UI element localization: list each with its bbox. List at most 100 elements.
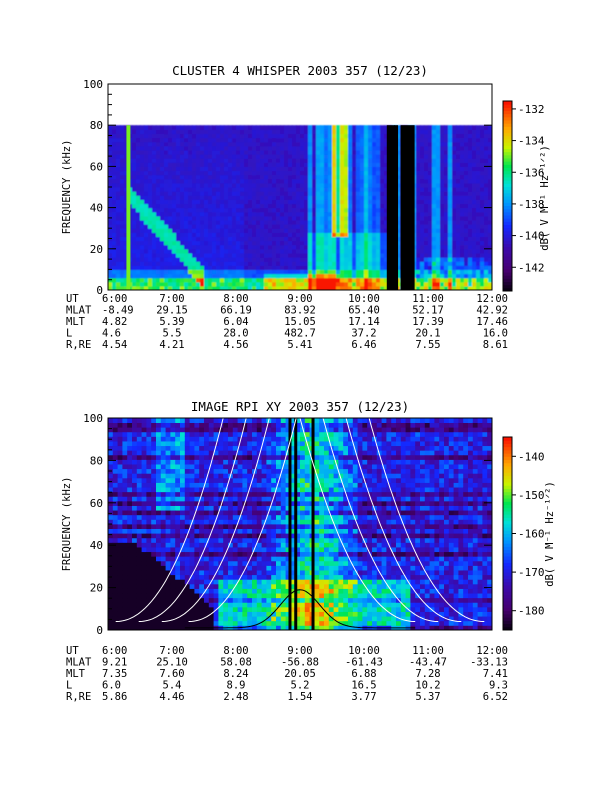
chart-1-cell	[452, 154, 457, 159]
chart-1-ephemeris-cell: 4.82	[102, 316, 127, 328]
chart-1-cell	[296, 170, 301, 176]
chart-1-cell	[208, 154, 213, 159]
chart-1-cell	[224, 277, 229, 283]
chart-1-cell	[200, 277, 205, 283]
chart-1-cell	[120, 281, 125, 287]
chart-1-cell	[216, 207, 221, 213]
chart-1-cell	[356, 129, 361, 135]
chart-1-cell	[300, 244, 305, 250]
chart-1-cell	[188, 133, 193, 139]
chart-2-cell	[160, 473, 166, 479]
chart-1-cell	[176, 252, 181, 258]
chart-1-cell	[184, 141, 189, 147]
chart-1-cell	[460, 257, 465, 262]
chart-1-cell	[364, 240, 369, 246]
chart-1-cell	[108, 145, 113, 151]
chart-1-cell	[420, 228, 425, 233]
chart-1-cell	[356, 265, 361, 270]
chart-1-cell	[260, 232, 265, 238]
chart-2-cell	[156, 602, 162, 608]
chart-1-cell	[256, 170, 261, 176]
chart-2-cell	[189, 514, 195, 520]
chart-1-cell	[112, 162, 117, 167]
chart-1-cell	[304, 129, 309, 135]
chart-1-cell	[356, 162, 361, 167]
chart-1-cell	[248, 149, 253, 155]
chart-1-cell	[360, 257, 365, 262]
chart-1-cell	[436, 224, 441, 229]
chart-1-cell	[192, 145, 197, 151]
chart-1-cell	[308, 248, 313, 254]
chart-1-cell	[440, 228, 445, 233]
chart-1-cell	[272, 162, 277, 167]
chart-1-cell	[160, 137, 165, 143]
chart-1-cell	[432, 145, 437, 151]
chart-2-cell	[189, 431, 195, 437]
chart-1-colorbar-swatch	[503, 151, 512, 156]
chart-1-cell	[344, 203, 349, 209]
chart-1-colorbar-swatch	[503, 113, 512, 118]
chart-2-cell	[189, 574, 195, 580]
chart-2-cell	[175, 422, 181, 428]
chart-1-cell	[184, 257, 189, 262]
chart-1-cell	[484, 141, 489, 147]
chart-1-cell	[444, 187, 449, 192]
chart-2-cell	[151, 436, 157, 442]
chart-1-cell	[344, 269, 349, 275]
chart-1-cell	[460, 265, 465, 270]
chart-1-cell	[284, 207, 289, 213]
chart-1-cell	[120, 133, 125, 139]
chart-1-cell	[488, 265, 492, 270]
chart-1-cell	[220, 203, 225, 209]
chart-1-cell	[352, 129, 357, 135]
chart-1-cell	[352, 191, 357, 196]
chart-1-cell	[436, 141, 441, 147]
chart-1-cell	[136, 195, 141, 200]
chart-1-cell	[360, 166, 365, 172]
chart-1-cell	[452, 158, 457, 163]
chart-1-cell	[452, 182, 457, 188]
chart-2-cell	[175, 565, 181, 571]
chart-2-cell	[170, 436, 176, 442]
chart-1-cell	[444, 244, 449, 250]
chart-1-cell	[476, 232, 481, 238]
chart-1-cell	[152, 162, 157, 167]
chart-1-cell	[472, 215, 477, 221]
chart-1-cell	[320, 166, 325, 172]
chart-1-cell	[112, 154, 117, 159]
chart-1-cell	[344, 125, 349, 130]
chart-2-cell	[160, 565, 166, 571]
chart-2-cell	[204, 510, 210, 516]
chart-1-cell	[360, 199, 365, 205]
chart-1-cell	[124, 248, 129, 254]
chart-2-cell	[156, 431, 162, 437]
chart-1-cell	[448, 215, 453, 221]
chart-1-cell	[244, 199, 249, 205]
chart-1-cell	[396, 281, 401, 287]
chart-1-cell	[252, 240, 257, 246]
chart-1-cell	[244, 145, 249, 151]
chart-2-cell	[151, 473, 157, 479]
chart-1-cell	[172, 277, 177, 283]
chart-2-cell	[208, 583, 214, 589]
chart-2-cell	[117, 450, 123, 456]
chart-1-cell	[160, 158, 165, 163]
chart-1-ephemeris-cell: 5.5	[163, 328, 182, 340]
chart-1-cell	[208, 240, 213, 246]
chart-1-cell	[308, 277, 313, 283]
chart-1-cell	[420, 211, 425, 217]
chart-1-cell	[484, 277, 489, 283]
chart-2-cell	[146, 616, 152, 622]
chart-1-cell	[184, 166, 189, 172]
chart-1-cell	[360, 195, 365, 200]
chart-1-cell	[332, 137, 337, 143]
chart-1-cell	[340, 145, 345, 151]
chart-1-cell	[464, 257, 469, 262]
chart-1-cell	[296, 141, 301, 147]
chart-2-cell	[127, 487, 133, 493]
chart-2-cell	[127, 427, 133, 433]
chart-1-cell	[136, 137, 141, 143]
chart-1-cell	[224, 244, 229, 250]
chart-1-cell	[236, 199, 241, 205]
chart-1-cell	[264, 215, 269, 221]
